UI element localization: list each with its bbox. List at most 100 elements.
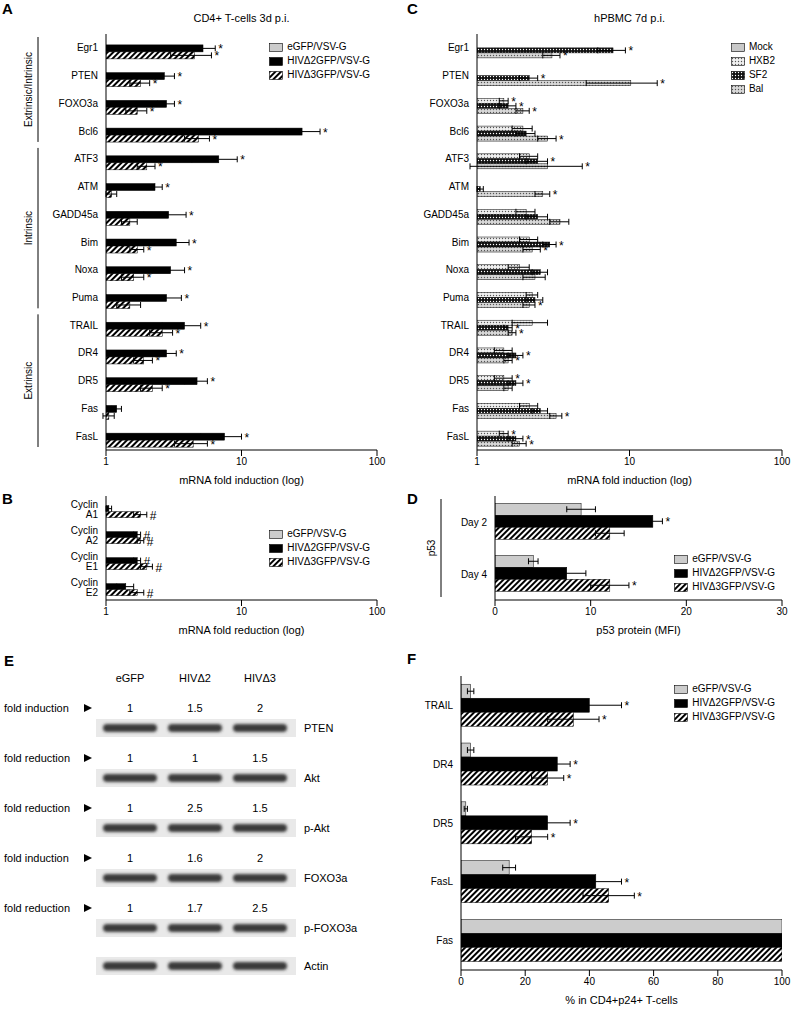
svg-text:*: * [538, 299, 543, 313]
svg-text:Intrinsic: Intrinsic [23, 211, 34, 245]
svg-text:eGFP: eGFP [116, 672, 145, 684]
svg-text:100: 100 [369, 606, 386, 617]
svg-text:mRNA fold induction (log): mRNA fold induction (log) [567, 474, 692, 486]
svg-text:1: 1 [127, 852, 133, 864]
svg-text:*: * [573, 758, 578, 772]
svg-text:*: * [532, 105, 537, 119]
svg-text:Egr1: Egr1 [77, 42, 99, 53]
svg-text:*: * [602, 713, 607, 727]
svg-text:FasL: FasL [447, 431, 470, 442]
svg-text:PTEN: PTEN [71, 70, 98, 81]
svg-text:ATF3: ATF3 [445, 153, 469, 164]
svg-text:10: 10 [585, 606, 597, 617]
svg-text:mRNA fold induction (log): mRNA fold induction (log) [179, 474, 304, 486]
svg-text:Puma: Puma [443, 292, 470, 303]
svg-text:GADD45a: GADD45a [52, 209, 98, 220]
svg-text:*: * [147, 244, 152, 258]
svg-text:*: * [567, 772, 572, 786]
svg-text:*: * [179, 347, 184, 361]
svg-text:*: * [165, 181, 170, 195]
svg-text:1: 1 [127, 802, 133, 814]
svg-text:*: * [189, 209, 194, 223]
svg-text:*: * [177, 70, 182, 84]
svg-text:Extrinsic/Intrinsic: Extrinsic/Intrinsic [23, 52, 34, 127]
svg-text:DR5: DR5 [449, 375, 469, 386]
svg-text:1.5: 1.5 [187, 702, 202, 714]
svg-text:mRNA fold reduction (log): mRNA fold reduction (log) [179, 624, 305, 636]
svg-text:0: 0 [458, 976, 464, 987]
svg-text:TRAIL: TRAIL [441, 320, 470, 331]
svg-text:Bcl6: Bcl6 [450, 126, 470, 137]
svg-text:#: # [147, 535, 154, 549]
svg-text:*: * [660, 77, 665, 91]
svg-text:*: * [165, 382, 170, 396]
svg-text:DR5: DR5 [78, 375, 98, 386]
svg-text:*: * [511, 95, 516, 109]
svg-text:10: 10 [236, 456, 248, 467]
svg-text:Akt: Akt [304, 772, 320, 784]
svg-text:*: * [192, 237, 197, 251]
svg-text:*: * [551, 831, 556, 845]
svg-text:*: * [573, 817, 578, 831]
svg-text:*: * [214, 49, 219, 63]
svg-text:*: * [526, 377, 531, 391]
svg-text:*: * [632, 579, 637, 593]
svg-text:*: * [240, 153, 245, 167]
svg-text:PTEN: PTEN [442, 70, 469, 81]
svg-text:*: * [515, 354, 520, 368]
svg-text:DR5: DR5 [433, 818, 453, 829]
svg-text:E: E [4, 652, 14, 669]
svg-text:#: # [155, 561, 162, 575]
svg-text:Bim: Bim [81, 237, 98, 248]
svg-text:*: * [153, 77, 158, 91]
svg-text:100: 100 [774, 456, 791, 467]
svg-text:*: * [323, 126, 328, 140]
svg-text:Fas: Fas [452, 403, 469, 414]
svg-text:FasL: FasL [76, 431, 99, 442]
svg-text:1: 1 [127, 902, 133, 914]
svg-text:Fas: Fas [436, 935, 453, 946]
svg-text:Bcl6: Bcl6 [79, 126, 99, 137]
svg-text:FOXO3a: FOXO3a [430, 98, 470, 109]
svg-text:*: * [628, 44, 633, 58]
svg-text:*: * [245, 431, 250, 445]
svg-text:1: 1 [474, 456, 480, 467]
svg-text:20: 20 [520, 976, 532, 987]
svg-text:DR4: DR4 [449, 347, 469, 358]
svg-text:*: * [625, 699, 630, 713]
svg-text:*: * [585, 160, 590, 174]
svg-text:CyclinE1: CyclinE1 [71, 551, 99, 572]
svg-text:FOXO3a: FOXO3a [59, 98, 99, 109]
svg-text:*: * [155, 354, 160, 368]
svg-text:HIVΔ3: HIVΔ3 [244, 672, 276, 684]
svg-text:1.5: 1.5 [252, 752, 267, 764]
svg-text:*: * [625, 876, 630, 890]
svg-text:Day 2: Day 2 [461, 517, 488, 528]
svg-text:fold induction: fold induction [4, 702, 69, 714]
svg-text:HIVΔ2: HIVΔ2 [179, 672, 211, 684]
svg-text:*: * [210, 375, 215, 389]
svg-text:Actin: Actin [304, 960, 328, 972]
svg-text:Extrinsic: Extrinsic [23, 362, 34, 400]
svg-text:Day 4: Day 4 [461, 569, 488, 580]
svg-text:ATM: ATM [449, 181, 469, 192]
svg-text:100: 100 [369, 456, 386, 467]
svg-text:Noxa: Noxa [75, 264, 99, 275]
svg-text:1: 1 [103, 606, 109, 617]
svg-text:*: * [665, 515, 670, 529]
svg-text:fold induction: fold induction [4, 852, 69, 864]
svg-text:p53: p53 [426, 539, 437, 556]
svg-text:#: # [150, 509, 157, 523]
svg-text:40: 40 [584, 976, 596, 987]
svg-text:1: 1 [127, 702, 133, 714]
svg-text:0: 0 [492, 606, 498, 617]
svg-text:80: 80 [712, 976, 724, 987]
svg-text:Bim: Bim [452, 237, 469, 248]
svg-text:DR4: DR4 [78, 347, 98, 358]
svg-text:2: 2 [257, 702, 263, 714]
svg-text:Puma: Puma [72, 292, 99, 303]
svg-text:2.5: 2.5 [252, 902, 267, 914]
svg-text:ATM: ATM [78, 181, 98, 192]
svg-text:*: * [177, 98, 182, 112]
svg-text:TRAIL: TRAIL [70, 320, 99, 331]
